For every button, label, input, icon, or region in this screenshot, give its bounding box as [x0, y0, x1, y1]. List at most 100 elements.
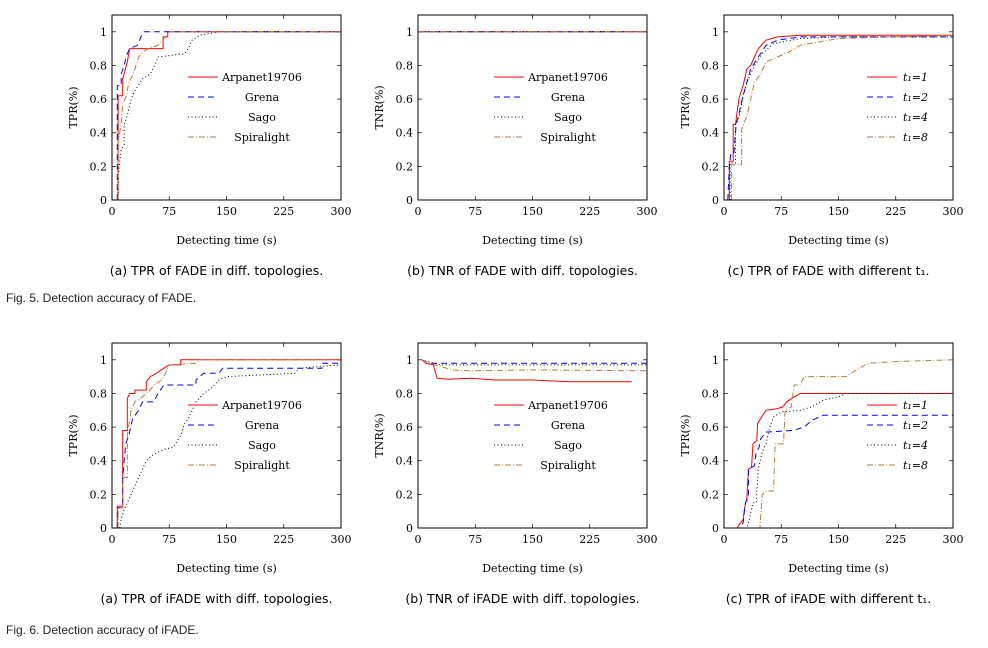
x-axis-label: Detecting time (s) — [176, 234, 277, 247]
y-axis-label: TNR(%) — [373, 85, 386, 129]
x-tick-label: 75 — [162, 533, 176, 546]
x-tick-label: 150 — [216, 205, 237, 218]
y-tick-label: 0.8 — [702, 59, 720, 72]
series-line-1 — [116, 362, 341, 528]
x-tick-label: 225 — [579, 533, 600, 546]
x-tick-label: 150 — [828, 205, 849, 218]
series-line-3 — [724, 359, 954, 529]
series-line-1 — [727, 36, 953, 201]
series-line-1 — [421, 359, 647, 364]
legend-label: t₁=8 — [903, 131, 928, 144]
y-tick-label: 0.6 — [396, 421, 414, 434]
legend-label: Spiralight — [234, 459, 290, 472]
y-tick-label: 1 — [100, 26, 107, 39]
legend-label: Grena — [551, 419, 586, 432]
x-tick-label: 225 — [885, 533, 906, 546]
y-tick-label: 1 — [406, 354, 413, 367]
x-tick-label: 300 — [331, 533, 352, 546]
legend-label: Sago — [554, 439, 582, 452]
y-tick-label: 0 — [100, 522, 107, 535]
plot-frame — [417, 342, 648, 529]
x-tick-label: 225 — [273, 205, 294, 218]
series-line-3 — [117, 31, 341, 200]
subfigure-caption: (b) TNR of FADE with diff. topologies. — [407, 263, 638, 278]
legend-label: t₁=2 — [903, 419, 928, 432]
y-tick-label: 0.2 — [90, 488, 108, 501]
legend-label: Arpanet19706 — [527, 71, 608, 84]
legend-label: Grena — [551, 91, 586, 104]
x-tick-label: 0 — [109, 205, 116, 218]
legend-label: Sago — [554, 111, 582, 124]
x-tick-label: 0 — [415, 533, 422, 546]
y-tick-label: 0.4 — [90, 127, 108, 140]
series-line-0 — [116, 359, 341, 528]
legend-label: Arpanet19706 — [221, 71, 302, 84]
series-line-0 — [117, 31, 341, 200]
legend-label: t₁=1 — [903, 71, 928, 84]
x-tick-label: 225 — [273, 533, 294, 546]
y-tick-label: 0.4 — [396, 127, 414, 140]
plot-frame — [111, 14, 342, 201]
x-tick-label: 150 — [522, 205, 543, 218]
x-tick-label: 300 — [943, 533, 964, 546]
y-tick-label: 0 — [712, 194, 719, 207]
series-line-1 — [724, 414, 953, 529]
figure-5-caption: Fig. 5. Detection accuracy of FADE. — [6, 291, 197, 305]
y-tick-label: 0.6 — [702, 421, 720, 434]
series-line-1 — [116, 31, 341, 200]
subfigure-caption: (c) TPR of FADE with different t₁. — [727, 263, 930, 278]
x-tick-label: 150 — [522, 533, 543, 546]
y-tick-label: 0.6 — [396, 93, 414, 106]
x-tick-label: 75 — [468, 205, 482, 218]
y-tick-label: 1 — [712, 354, 719, 367]
legend-label: Sago — [248, 111, 276, 124]
legend-label: Spiralight — [234, 131, 290, 144]
series-line-2 — [119, 364, 342, 529]
y-tick-label: 0 — [406, 522, 413, 535]
x-tick-label: 0 — [109, 533, 116, 546]
series-line-3 — [117, 359, 334, 528]
x-tick-label: 225 — [579, 205, 600, 218]
chart-5: 0 75 150 225 300 0 0.2 0.4 0.6 0.8 1 t₁=1 t₁=2 t₁=4 t₁… — [679, 342, 964, 575]
legend-label: t₁=4 — [903, 111, 928, 124]
x-axis-label: Detecting time (s) — [482, 234, 583, 247]
y-tick-label: 0.4 — [90, 455, 108, 468]
plot-frame — [723, 342, 954, 529]
legend-label: Grena — [245, 91, 280, 104]
subfigure-caption: (b) TNR of iFADE with diff. topologies. — [405, 591, 640, 606]
figure-6-caption: Fig. 6. Detection accuracy of iFADE. — [6, 623, 199, 637]
legend-label: Arpanet19706 — [221, 399, 302, 412]
legend-label: t₁=1 — [903, 399, 928, 412]
subfigure-caption: (c) TPR of iFADE with different t₁. — [725, 591, 932, 606]
y-tick-label: 0.6 — [90, 93, 108, 106]
x-tick-label: 300 — [943, 205, 964, 218]
x-tick-label: 0 — [721, 205, 728, 218]
series-line-0 — [724, 393, 953, 529]
y-tick-label: 0.2 — [396, 160, 414, 173]
x-tick-label: 0 — [721, 533, 728, 546]
x-tick-label: 150 — [828, 533, 849, 546]
chart-4: 0 75 150 225 300 0 0.2 0.4 0.6 0.8 1 Arpanet19706 Gr… — [373, 342, 658, 575]
y-tick-label: 0.8 — [396, 387, 414, 400]
legend-label: Grena — [245, 419, 280, 432]
chart-1: 0 75 150 225 300 0 0.2 0.4 0.6 0.8 1 Arpanet19706 Gr… — [373, 14, 658, 247]
y-tick-label: 0 — [100, 194, 107, 207]
series-line-2 — [729, 36, 953, 200]
subfigure-caption: (a) TPR of FADE in diff. topologies. — [109, 263, 324, 278]
series-line-0 — [728, 34, 953, 200]
x-tick-label: 75 — [162, 205, 176, 218]
y-tick-label: 0.2 — [90, 160, 108, 173]
y-tick-label: 0.2 — [702, 160, 720, 173]
chart-2: 0 75 150 225 300 0 0.2 0.4 0.6 0.8 1 t₁=1 t₁=2 t₁=4 t₁… — [679, 14, 964, 247]
y-tick-label: 0.8 — [90, 387, 108, 400]
x-tick-label: 300 — [331, 205, 352, 218]
x-tick-label: 150 — [216, 533, 237, 546]
y-tick-label: 0.8 — [396, 59, 414, 72]
x-tick-label: 300 — [637, 205, 658, 218]
y-axis-label: TPR(%) — [67, 414, 80, 456]
y-tick-label: 0 — [712, 522, 719, 535]
y-tick-label: 1 — [712, 26, 719, 39]
x-axis-label: Detecting time (s) — [788, 562, 889, 575]
y-tick-label: 0.6 — [702, 93, 720, 106]
chart-0: 0 75 150 225 300 0 0.2 0.4 0.6 0.8 1 Arpanet19706 Gr… — [67, 14, 352, 247]
